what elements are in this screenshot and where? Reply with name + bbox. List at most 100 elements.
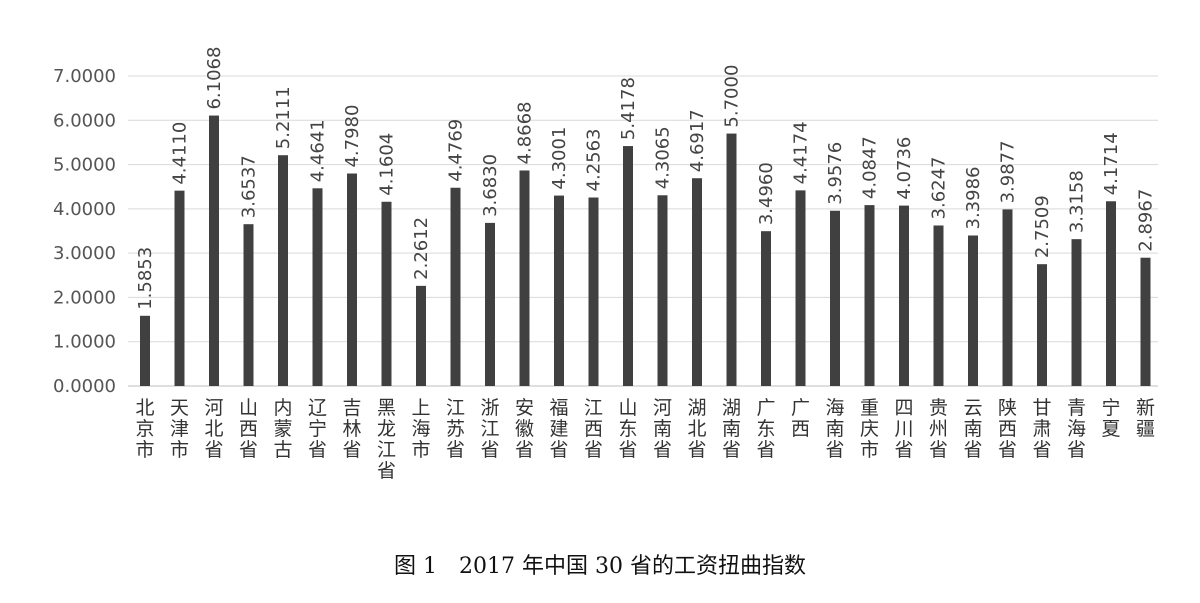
category-label: 江苏省 <box>446 397 465 461</box>
category-label: 贵州省 <box>929 397 948 461</box>
data-label: 4.7980 <box>342 105 363 168</box>
bar <box>209 115 219 386</box>
data-label: 4.3001 <box>549 127 570 190</box>
category-label: 青海省 <box>1067 397 1086 461</box>
data-label: 4.4769 <box>446 119 467 182</box>
category-label: 陕西省 <box>998 397 1017 461</box>
bar <box>761 231 771 386</box>
category-label: 新疆 <box>1136 397 1155 440</box>
category-label: 天津市 <box>170 397 189 461</box>
data-label: 4.3065 <box>653 126 674 189</box>
data-label: 4.8668 <box>515 101 536 164</box>
category-label: 福建省 <box>549 397 568 461</box>
y-tick-label: 3.0000 <box>53 243 116 264</box>
category-label: 黑龙江省 <box>377 397 396 482</box>
bar <box>692 178 702 386</box>
bar-chart: 0.0000 1.0000 2.0000 3.0000 4.0000 5.0000 6.00… <box>53 47 1158 482</box>
category-label: 河南省 <box>653 397 672 461</box>
figure-caption: 图 1 2017 年中国 30 省的工资扭曲指数 <box>394 554 806 579</box>
category-label: 山东省 <box>618 397 637 461</box>
y-tick-label: 5.0000 <box>53 155 116 176</box>
category-label: 重庆市 <box>860 397 879 461</box>
bar <box>416 285 426 386</box>
category-label: 内蒙古 <box>273 397 292 461</box>
bar <box>899 205 909 386</box>
data-label: 6.1068 <box>204 47 225 110</box>
data-label: 3.6537 <box>239 155 260 218</box>
category-label: 海南省 <box>825 397 844 461</box>
category-label: 上海市 <box>411 397 430 461</box>
data-label: 2.8967 <box>1136 189 1157 252</box>
data-label: 4.1604 <box>377 133 398 196</box>
bar <box>1106 201 1116 386</box>
bar <box>554 195 564 386</box>
category-label: 广东省 <box>756 397 775 461</box>
category-label: 吉林省 <box>342 397 361 461</box>
bar <box>933 225 944 386</box>
bar <box>174 190 185 386</box>
data-label: 5.7000 <box>722 65 743 128</box>
data-label: 4.0736 <box>894 137 915 200</box>
y-tick-label: 2.0000 <box>53 287 116 308</box>
data-label: 3.3986 <box>963 167 984 230</box>
category-label: 江西省 <box>584 397 603 461</box>
bar <box>278 155 288 386</box>
bar <box>623 146 633 386</box>
category-label: 云南省 <box>963 397 982 461</box>
bar <box>381 201 392 386</box>
bar <box>312 188 323 386</box>
data-label: 4.2563 <box>584 129 605 192</box>
bars <box>140 115 1151 386</box>
bar <box>140 315 150 386</box>
bar <box>588 197 599 386</box>
y-tick-label: 7.0000 <box>53 66 116 87</box>
bar <box>657 195 668 386</box>
data-label: 4.0847 <box>860 136 881 199</box>
category-label: 甘肃省 <box>1032 397 1051 461</box>
category-label: 四川省 <box>894 397 913 461</box>
data-label: 4.1714 <box>1101 132 1122 195</box>
data-label: 3.6247 <box>929 156 950 219</box>
data-label: 4.4174 <box>791 121 812 184</box>
data-label: 5.4178 <box>618 77 639 140</box>
y-tick-label: 4.0000 <box>53 199 116 220</box>
category-label: 北京市 <box>135 397 154 461</box>
category-label: 辽宁省 <box>308 397 327 461</box>
category-label: 河北省 <box>204 397 223 461</box>
data-label: 4.4110 <box>170 122 191 185</box>
data-label: 3.6830 <box>480 154 501 217</box>
data-label: 5.2111 <box>273 86 294 149</box>
bar <box>519 170 530 386</box>
y-tick-label: 6.0000 <box>53 110 116 131</box>
bar <box>450 187 461 386</box>
data-label: 1.5853 <box>135 247 156 310</box>
bar <box>1002 209 1013 386</box>
category-label: 安徽省 <box>515 397 534 461</box>
bar <box>726 133 737 386</box>
data-label: 2.2612 <box>411 217 432 280</box>
gridlines <box>128 75 1158 387</box>
x-axis-category-labels: 北京市天津市河北省山西省内蒙古辽宁省吉林省黑龙江省上海市江苏省浙江省安徽省福建省… <box>135 397 1155 482</box>
data-label: 3.9576 <box>825 142 846 205</box>
y-axis-tick-labels: 0.0000 1.0000 2.0000 3.0000 4.0000 5.0000 6.00… <box>53 66 116 397</box>
data-label: 3.4960 <box>756 162 777 225</box>
y-tick-label: 0.0000 <box>53 376 116 397</box>
category-label: 浙江省 <box>480 397 499 461</box>
data-label: 2.7509 <box>1032 195 1053 258</box>
category-label: 广西 <box>791 397 810 440</box>
bar <box>1140 257 1151 386</box>
bar <box>243 224 254 386</box>
bar <box>830 210 840 386</box>
data-labels: 1.5853 4.4110 6.1068 3.6537 5.2111 4.4641 4.79… <box>135 47 1157 310</box>
bar <box>1037 264 1047 386</box>
category-label: 宁夏 <box>1101 397 1120 440</box>
data-label: 4.6917 <box>687 109 708 172</box>
bar <box>795 190 806 386</box>
data-label: 4.4641 <box>308 119 329 182</box>
category-label: 湖南省 <box>722 397 741 461</box>
data-label: 3.9877 <box>998 140 1019 203</box>
category-label: 湖北省 <box>687 397 706 461</box>
bar <box>1071 239 1082 386</box>
bar <box>485 222 495 386</box>
bar <box>864 205 875 386</box>
